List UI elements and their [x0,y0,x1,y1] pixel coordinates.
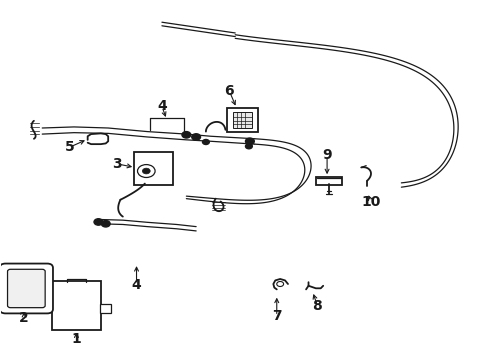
FancyBboxPatch shape [316,177,342,185]
Text: 9: 9 [322,148,332,162]
FancyBboxPatch shape [0,264,53,314]
Circle shape [101,221,110,227]
Circle shape [202,139,209,144]
Text: 4: 4 [157,99,167,113]
Text: 2: 2 [19,311,29,325]
FancyBboxPatch shape [52,281,101,330]
Text: 10: 10 [361,194,381,208]
Circle shape [245,138,254,144]
Circle shape [182,132,191,138]
FancyBboxPatch shape [227,108,258,132]
Circle shape [245,144,252,149]
Text: 3: 3 [112,157,122,171]
Text: 4: 4 [132,278,142,292]
Bar [100,305,111,314]
FancyBboxPatch shape [134,152,173,185]
Text: 6: 6 [224,84,234,98]
Text: 7: 7 [272,309,282,323]
Circle shape [94,219,103,225]
Circle shape [143,168,150,174]
FancyBboxPatch shape [7,269,45,308]
Text: 5: 5 [65,140,75,154]
Circle shape [192,134,200,140]
Bar [233,112,252,128]
Text: 8: 8 [313,298,322,312]
Text: 1: 1 [72,332,81,346]
